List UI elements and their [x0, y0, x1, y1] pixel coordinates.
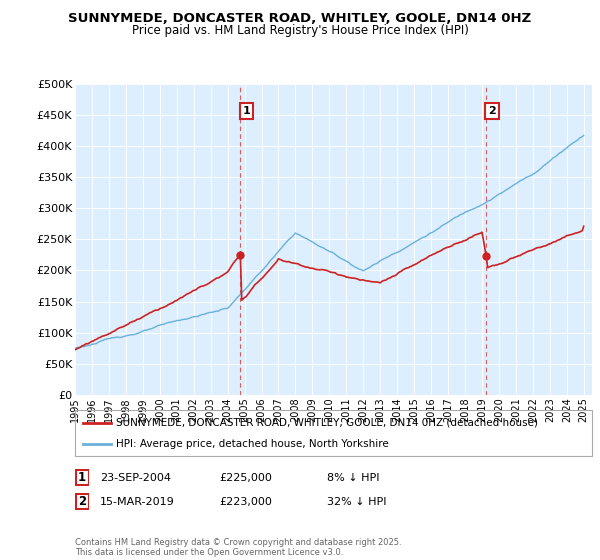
Text: Price paid vs. HM Land Registry's House Price Index (HPI): Price paid vs. HM Land Registry's House … [131, 24, 469, 36]
Text: 15-MAR-2019: 15-MAR-2019 [100, 497, 175, 507]
Text: £223,000: £223,000 [219, 497, 272, 507]
Text: 32% ↓ HPI: 32% ↓ HPI [327, 497, 386, 507]
Text: 2: 2 [78, 495, 86, 508]
Text: 2: 2 [488, 106, 496, 116]
Text: 1: 1 [78, 471, 86, 484]
Text: 1: 1 [242, 106, 250, 116]
Text: SUNNYMEDE, DONCASTER ROAD, WHITLEY, GOOLE, DN14 0HZ (detached house): SUNNYMEDE, DONCASTER ROAD, WHITLEY, GOOL… [116, 418, 538, 428]
FancyBboxPatch shape [76, 470, 89, 485]
Text: £225,000: £225,000 [219, 473, 272, 483]
Text: Contains HM Land Registry data © Crown copyright and database right 2025.
This d: Contains HM Land Registry data © Crown c… [75, 538, 401, 557]
FancyBboxPatch shape [76, 494, 89, 510]
Text: HPI: Average price, detached house, North Yorkshire: HPI: Average price, detached house, Nort… [116, 439, 389, 449]
Text: 8% ↓ HPI: 8% ↓ HPI [327, 473, 379, 483]
Text: SUNNYMEDE, DONCASTER ROAD, WHITLEY, GOOLE, DN14 0HZ: SUNNYMEDE, DONCASTER ROAD, WHITLEY, GOOL… [68, 12, 532, 25]
Text: 23-SEP-2004: 23-SEP-2004 [100, 473, 171, 483]
